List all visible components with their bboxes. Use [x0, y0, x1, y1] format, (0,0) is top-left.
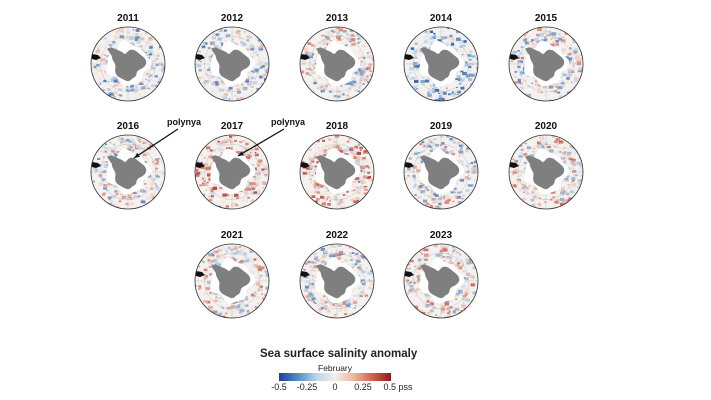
year-label-2018: 2018	[325, 121, 349, 132]
anomaly-field	[404, 28, 478, 101]
salinity-map-2013	[299, 26, 375, 102]
south-america-tip	[510, 54, 519, 60]
colorbar-title: Sea surface salinity anomaly	[260, 348, 418, 360]
salinity-map-2012	[194, 26, 270, 102]
polynya-label-2017: polynya	[271, 117, 306, 127]
salinity-map-2015	[508, 26, 584, 102]
salinity-map-2011	[90, 26, 166, 102]
colorbar	[279, 373, 391, 381]
map-outline	[194, 243, 270, 319]
south-america-tip	[92, 54, 101, 60]
antarctica-landmass	[107, 47, 147, 82]
map-outline	[299, 243, 375, 319]
anomaly-field	[404, 135, 478, 209]
year-label-2019: 2019	[429, 121, 453, 132]
polynya-arrow-2016	[133, 128, 179, 159]
antarctica-landmass	[316, 264, 356, 299]
salinity-map-2022	[299, 243, 375, 319]
year-label-2020: 2020	[534, 121, 558, 132]
south-america-tip	[301, 271, 310, 277]
south-america-tip	[301, 54, 310, 60]
salinity-map-2017	[194, 134, 270, 210]
year-label-2014: 2014	[429, 13, 453, 24]
map-outline	[299, 134, 375, 210]
year-label-2013: 2013	[325, 13, 349, 24]
antarctica-landmass	[211, 47, 251, 82]
map-outline	[194, 134, 270, 210]
salinity-map-2014	[403, 26, 479, 102]
south-america-tip	[405, 54, 414, 60]
south-america-tip	[405, 271, 414, 277]
map-outline	[508, 134, 584, 210]
year-label-2021: 2021	[220, 230, 244, 241]
south-america-tip	[196, 271, 205, 277]
map-outline	[299, 26, 375, 102]
polynya-arrowhead-2016	[134, 153, 140, 158]
colorbar-tick: 0	[332, 382, 338, 392]
polynya-arrowhead-2017	[238, 151, 244, 156]
south-america-tip	[301, 162, 310, 168]
polynya-label-2016: polynya	[167, 117, 202, 127]
map-outline	[403, 134, 479, 210]
salinity-map-2018	[299, 134, 375, 210]
antarctica-landmass	[525, 47, 565, 82]
year-label-2011: 2011	[117, 13, 139, 24]
year-label-2022: 2022	[325, 230, 349, 241]
salinity-map-2019	[403, 134, 479, 210]
map-outline	[194, 26, 270, 102]
year-label-2012: 2012	[220, 13, 244, 24]
map-outline	[90, 134, 166, 210]
map-outline	[508, 26, 584, 102]
year-label-2016: 2016	[116, 121, 140, 132]
year-label-2017: 2017	[220, 121, 244, 132]
south-america-tip	[92, 162, 101, 168]
south-america-tip	[196, 54, 205, 60]
salinity-map-2016	[90, 134, 166, 210]
year-label-2015: 2015	[534, 13, 558, 24]
salinity-map-2023	[403, 243, 479, 319]
antarctica-landmass	[316, 47, 356, 82]
colorbar-tick: 0.25	[354, 382, 372, 392]
antarctica-landmass	[211, 155, 251, 190]
map-outline	[90, 26, 166, 102]
south-america-tip	[510, 162, 519, 168]
south-america-tip	[196, 162, 205, 168]
year-label-2023: 2023	[429, 230, 453, 241]
map-outline	[403, 26, 479, 102]
colorbar-tick: -0.5	[271, 382, 287, 392]
antarctica-landmass	[420, 47, 460, 82]
antarctica-landmass	[316, 155, 356, 190]
colorbar-tick: 0.5 pss	[383, 382, 413, 392]
colorbar-month: February	[318, 363, 353, 373]
antarctica-landmass	[420, 155, 460, 190]
colorbar-tick: -0.25	[296, 382, 318, 392]
antarctica-landmass	[107, 155, 147, 190]
antarctica-landmass	[211, 264, 251, 299]
south-america-tip	[405, 162, 414, 168]
map-outline	[403, 243, 479, 319]
antarctica-landmass	[525, 155, 565, 190]
salinity-map-2021	[194, 243, 270, 319]
polynya-arrow-2017	[237, 128, 285, 157]
salinity-map-2020	[508, 134, 584, 210]
antarctica-landmass	[420, 264, 460, 299]
